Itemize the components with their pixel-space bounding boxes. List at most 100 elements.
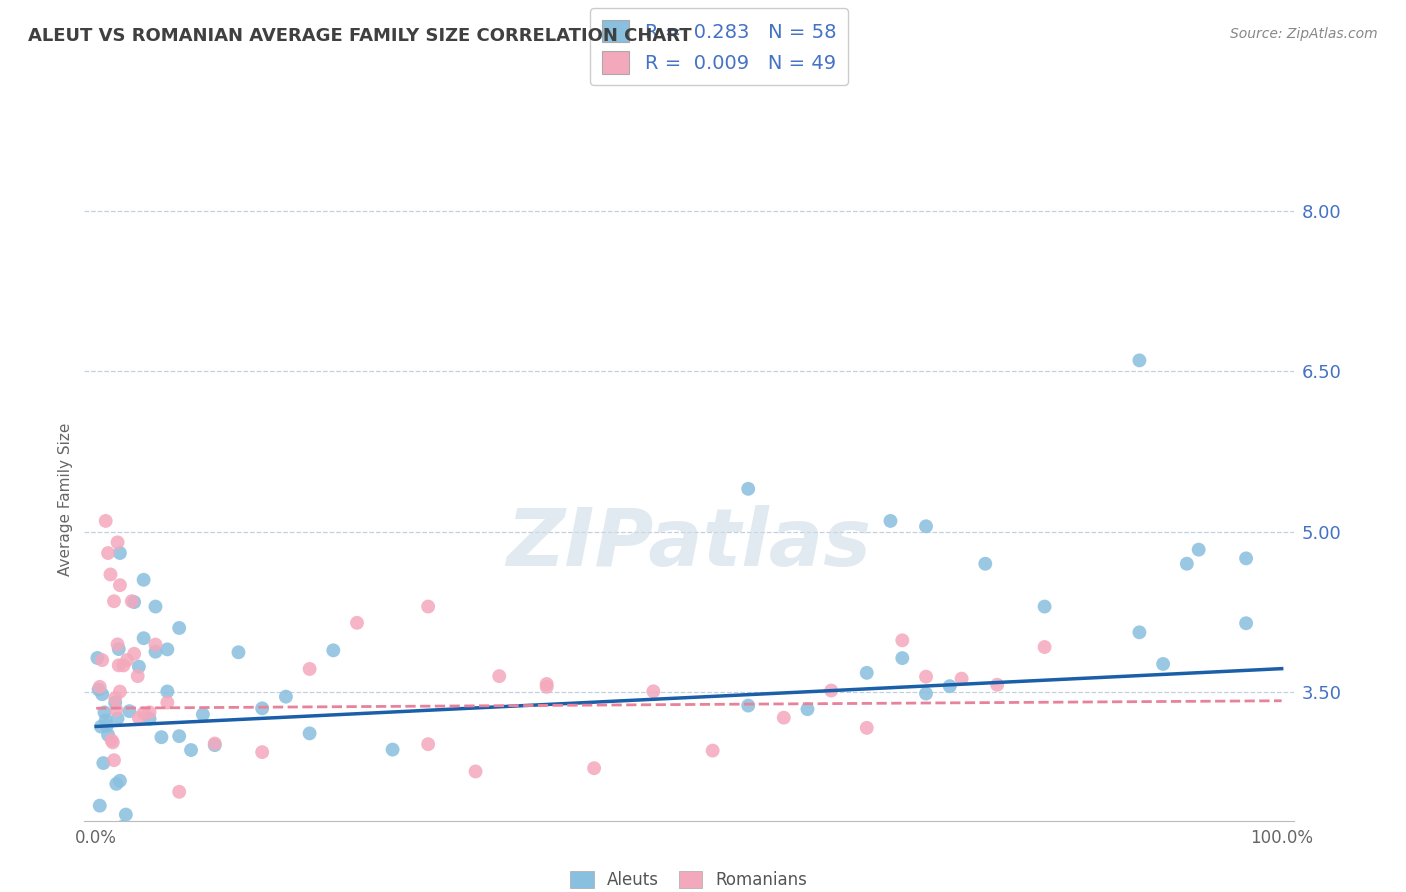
Point	[167, 729, 190, 743]
Point	[1188, 542, 1211, 557]
Point	[1234, 551, 1257, 566]
Point	[91, 653, 114, 667]
Point	[105, 703, 128, 717]
Point	[100, 733, 122, 747]
Point	[138, 712, 160, 726]
Point	[156, 684, 179, 698]
Point	[107, 711, 129, 725]
Text: Source: ZipAtlas.com: Source: ZipAtlas.com	[1230, 27, 1378, 41]
Text: ALEUT VS ROMANIAN AVERAGE FAMILY SIZE CORRELATION CHART: ALEUT VS ROMANIAN AVERAGE FAMILY SIZE CO…	[28, 27, 692, 45]
Point	[145, 599, 167, 614]
Point	[1033, 640, 1056, 654]
Point	[322, 643, 344, 657]
Point	[938, 679, 960, 693]
Point	[180, 743, 202, 757]
Point	[1152, 657, 1174, 671]
Point	[107, 637, 129, 651]
Y-axis label: Average Family Size: Average Family Size	[58, 423, 73, 576]
Point	[536, 677, 558, 691]
Point	[204, 737, 226, 751]
Point	[643, 684, 665, 698]
Point	[103, 753, 125, 767]
Point	[298, 726, 321, 740]
Point	[191, 707, 214, 722]
Point	[128, 659, 150, 673]
Point	[1234, 616, 1257, 631]
Point	[107, 658, 129, 673]
Point	[108, 546, 131, 560]
Point	[737, 698, 759, 713]
Point	[107, 535, 129, 549]
Point	[101, 735, 124, 749]
Point	[108, 578, 131, 592]
Point	[108, 773, 131, 788]
Point	[915, 670, 938, 684]
Point	[86, 651, 108, 665]
Point	[112, 658, 135, 673]
Point	[974, 557, 997, 571]
Point	[89, 680, 111, 694]
Point	[90, 720, 112, 734]
Point	[111, 820, 134, 834]
Point	[156, 642, 179, 657]
Point	[132, 573, 155, 587]
Point	[204, 738, 226, 752]
Point	[132, 706, 155, 721]
Point	[274, 690, 297, 704]
Point	[107, 642, 129, 657]
Point	[891, 651, 914, 665]
Point	[1033, 599, 1056, 614]
Point	[94, 714, 117, 728]
Point	[156, 696, 179, 710]
Point	[145, 645, 167, 659]
Point	[105, 777, 128, 791]
Point	[104, 696, 127, 710]
Point	[950, 672, 973, 686]
Point	[915, 519, 938, 533]
Point	[167, 621, 190, 635]
Point	[381, 742, 404, 756]
Point	[1128, 625, 1150, 640]
Point	[91, 687, 114, 701]
Point	[97, 546, 120, 560]
Point	[108, 684, 131, 698]
Point	[115, 807, 138, 822]
Point	[91, 756, 114, 770]
Point	[678, 846, 700, 860]
Point	[855, 665, 877, 680]
Point	[796, 702, 818, 716]
Point	[879, 514, 901, 528]
Point	[346, 615, 368, 630]
Point	[104, 691, 127, 706]
Point	[772, 711, 794, 725]
Point	[228, 645, 250, 659]
Point	[93, 706, 115, 720]
Point	[855, 721, 877, 735]
Point	[122, 647, 145, 661]
Point	[891, 633, 914, 648]
Point	[488, 669, 510, 683]
Point	[97, 728, 120, 742]
Point	[986, 678, 1008, 692]
Point	[115, 653, 138, 667]
Point	[418, 599, 440, 614]
Text: ZIPatlas: ZIPatlas	[506, 506, 872, 583]
Point	[87, 682, 110, 697]
Point	[536, 680, 558, 694]
Point	[100, 567, 122, 582]
Point	[138, 706, 160, 720]
Point	[464, 764, 486, 779]
Point	[121, 594, 143, 608]
Point	[1175, 557, 1198, 571]
Point	[583, 761, 606, 775]
Point	[820, 683, 842, 698]
Point	[127, 669, 149, 683]
Point	[1128, 353, 1150, 368]
Point	[250, 701, 273, 715]
Point	[132, 631, 155, 645]
Point	[128, 711, 150, 725]
Point	[96, 719, 118, 733]
Point	[298, 662, 321, 676]
Point	[915, 687, 938, 701]
Point	[103, 594, 125, 608]
